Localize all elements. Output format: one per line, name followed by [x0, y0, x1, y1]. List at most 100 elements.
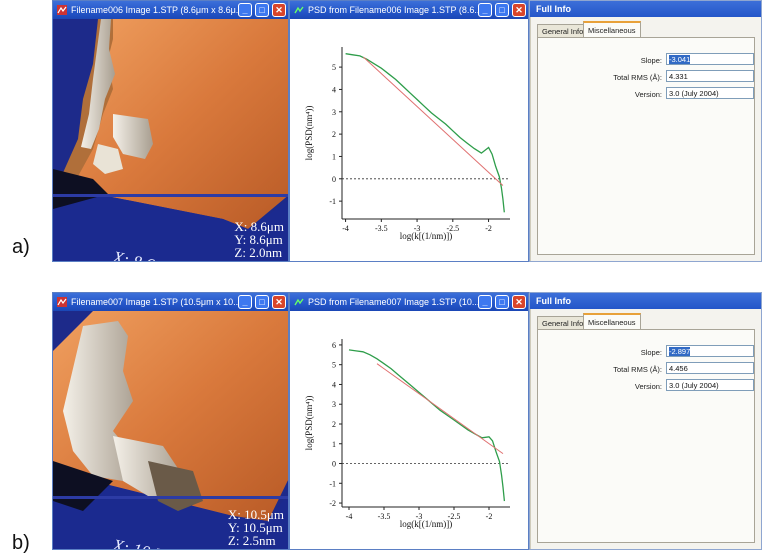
minimize-button[interactable]: _	[238, 3, 252, 17]
panel-label-b: b)	[12, 532, 30, 554]
psd-series-line	[348, 349, 506, 502]
y-tick-label: 1	[332, 152, 336, 161]
minimize-button[interactable]: _	[478, 295, 492, 309]
psd-plot-b: -4 -3.5 -3 -2.5 -2 -2 -1 0 1 2 3 4 5 6 log(k[(1/nm)]) l…	[290, 311, 528, 549]
info-titlebar-a[interactable]: Full Info	[530, 1, 761, 17]
info-window-a[interactable]: Full Info General Info Miscellaneous Slo…	[529, 0, 762, 262]
afm-window-a[interactable]: Filename006 Image 1.STP (8.6μm x 8.6μ...…	[52, 0, 289, 262]
x-axis-title: log(k[(1/nm)])	[400, 519, 452, 529]
app-icon	[57, 297, 67, 307]
psd-title-a: PSD from Filename006 Image 1.STP (8.6...	[308, 5, 482, 15]
minimize-button[interactable]: _	[478, 3, 492, 17]
close-button[interactable]: ✕	[272, 295, 286, 309]
y-tick-label: -1	[329, 197, 336, 206]
x-tick-label: -2.5	[446, 224, 459, 233]
info-titlebar-b[interactable]: Full Info	[530, 293, 761, 309]
x-tick-label: -3	[414, 224, 421, 233]
tab-general-info[interactable]: General Info	[537, 316, 589, 330]
psd-window-b[interactable]: PSD from Filename007 Image 1.STP (10....…	[289, 292, 529, 550]
maximize-button[interactable]: □	[255, 295, 269, 309]
psd-chart-svg: -4 -3.5 -3 -2.5 -2 -2 -1 0 1 2 3 4 5 6 log(k[(1/nm)]) l…	[304, 339, 510, 529]
tab-miscellaneous[interactable]: Miscellaneous	[583, 21, 641, 39]
scale-z: Z: 2.5nm	[227, 533, 276, 548]
fit-line	[376, 363, 504, 455]
y-tick-label: 2	[332, 420, 336, 429]
scale-x: X: 8.6μm	[234, 219, 284, 234]
scale-y: Y: 8.6μm	[234, 232, 283, 247]
y-tick-label: 1	[332, 440, 336, 449]
x-tick-label: -4	[342, 224, 349, 233]
psd-titlebar-a[interactable]: PSD from Filename006 Image 1.STP (8.6...…	[290, 1, 528, 19]
afm-3d-view-b[interactable]: X: 10.5μm X: 10.5μm Y: 10.5μm Z: 2.5nm	[53, 311, 288, 549]
x-tick-label: -2	[485, 224, 492, 233]
y-tick-label: -2	[329, 499, 336, 508]
y-tick-label: 3	[332, 108, 336, 117]
info-panel-a: Full Info General Info Miscellaneous Slo…	[530, 1, 761, 261]
maximize-button[interactable]: □	[495, 295, 509, 309]
psd-plot-a: -4 -3.5 -3 -2.5 -2 -1 0 1 2 3 4 5 log(k[(1/nm)]) log(…	[290, 19, 528, 261]
close-button[interactable]: ✕	[512, 295, 526, 309]
fit-line	[363, 56, 504, 186]
y-tick-label: 5	[332, 361, 336, 370]
x-tick-label: -3.5	[375, 224, 388, 233]
afm-3d-view-a[interactable]: X: 8.6μm X: 8.6μm Y: 8.6μm Z: 2.0nm	[53, 19, 288, 261]
tab-pane: Slope: -2.897 Total RMS (Å): 4.456 Versi…	[537, 329, 755, 543]
total-rms-label: Total RMS (Å):	[613, 73, 662, 82]
version-field[interactable]: 3.0 (July 2004)	[666, 87, 754, 99]
slope-field[interactable]: -3.041	[666, 53, 754, 65]
info-panel-b: Full Info General Info Miscellaneous Slo…	[530, 293, 761, 549]
version-label: Version:	[634, 382, 662, 391]
maximize-button[interactable]: □	[495, 3, 509, 17]
close-button[interactable]: ✕	[272, 3, 286, 17]
total-rms-field[interactable]: 4.456	[666, 362, 754, 374]
afm-title-b: Filename007 Image 1.STP (10.5μm x 10....	[71, 297, 244, 307]
afm-title-a: Filename006 Image 1.STP (8.6μm x 8.6μ...	[71, 5, 244, 15]
tab-general-info[interactable]: General Info	[537, 24, 589, 38]
info-window-b[interactable]: Full Info General Info Miscellaneous Slo…	[529, 292, 762, 550]
scale-y: Y: 10.5μm	[227, 520, 283, 535]
y-tick-label: 0	[332, 460, 336, 469]
slope-value: -3.041	[669, 55, 691, 64]
info-title: Full Info	[536, 4, 571, 14]
afm-window-b[interactable]: Filename007 Image 1.STP (10.5μm x 10....…	[52, 292, 289, 550]
scale-z: Z: 2.0nm	[234, 245, 283, 260]
y-tick-label: 0	[332, 175, 336, 184]
y-tick-label: 4	[332, 380, 336, 389]
panel-b: Filename007 Image 1.STP (10.5μm x 10....…	[52, 292, 762, 550]
version-label: Version:	[634, 90, 662, 99]
close-button[interactable]: ✕	[512, 3, 526, 17]
slope-label: Slope:	[640, 56, 662, 65]
slope-label: Slope:	[640, 348, 662, 357]
y-tick-label: -1	[329, 479, 336, 488]
psd-chart-svg: -4 -3.5 -3 -2.5 -2 -1 0 1 2 3 4 5 log(k[(1/nm)]) log(…	[304, 47, 510, 241]
minimize-button[interactable]: _	[238, 295, 252, 309]
info-body-b: General Info Miscellaneous Slope: -2.897…	[530, 309, 761, 549]
slope-field[interactable]: -2.897	[666, 345, 754, 357]
app-icon	[294, 6, 304, 14]
app-icon	[294, 298, 304, 306]
info-body-a: General Info Miscellaneous Slope: -3.041…	[530, 17, 761, 261]
x-tick-label: -2	[486, 512, 493, 521]
total-rms-label: Total RMS (Å):	[613, 365, 662, 374]
psd-title-b: PSD from Filename007 Image 1.STP (10....	[308, 297, 482, 307]
app-icon	[57, 5, 67, 15]
maximize-button[interactable]: □	[255, 3, 269, 17]
x-tick-label: -3.5	[378, 512, 391, 521]
y-tick-label: 4	[332, 85, 336, 94]
version-field[interactable]: 3.0 (July 2004)	[666, 379, 754, 391]
x-tick-label: -4	[346, 512, 353, 521]
panel-label-a: a)	[12, 236, 30, 258]
afm-scale-readout-a: X: 8.6μm Y: 8.6μm Z: 2.0nm	[234, 220, 284, 259]
afm-titlebar-a[interactable]: Filename006 Image 1.STP (8.6μm x 8.6μ...…	[53, 1, 288, 19]
y-axis-title: log(PSD(nm⁴))	[304, 106, 314, 161]
afm-titlebar-b[interactable]: Filename007 Image 1.STP (10.5μm x 10....…	[53, 293, 288, 311]
afm-surface-render	[53, 19, 288, 261]
total-rms-field[interactable]: 4.331	[666, 70, 754, 82]
y-tick-label: 6	[332, 341, 336, 350]
scale-x: X: 10.5μm	[227, 507, 284, 522]
psd-window-a[interactable]: PSD from Filename006 Image 1.STP (8.6...…	[289, 0, 529, 262]
y-tick-label: 5	[332, 63, 336, 72]
psd-titlebar-b[interactable]: PSD from Filename007 Image 1.STP (10....…	[290, 293, 528, 311]
afm-scale-readout-b: X: 10.5μm Y: 10.5μm Z: 2.5nm	[228, 508, 284, 547]
tab-miscellaneous[interactable]: Miscellaneous	[583, 313, 641, 331]
